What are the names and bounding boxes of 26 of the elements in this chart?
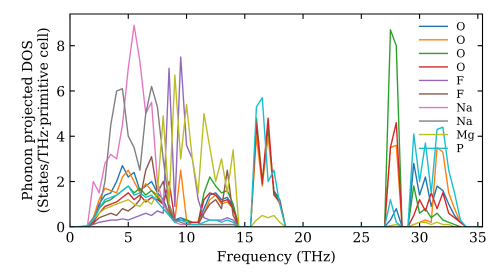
line-series	[86, 156, 240, 227]
x-tick-label: 30	[412, 232, 428, 242]
y-axis-title: Phonon projected DOS (States/THz·primitive cell)	[22, 28, 51, 212]
legend-label: Na	[456, 116, 472, 126]
x-tick-label: 20	[295, 232, 311, 242]
x-tick-label: 10	[179, 232, 194, 242]
x-tick-label: 25	[353, 232, 370, 242]
legend-label: Mg	[456, 130, 474, 141]
x-tick-label: 0	[66, 232, 74, 242]
legend-label: F	[456, 76, 464, 84]
legend-label: P	[456, 144, 464, 152]
x-axis-title: Frequency (THz)	[217, 250, 335, 264]
x-tick-label: 15	[238, 232, 253, 242]
x-tick-label: 35	[470, 232, 486, 242]
legend-label: Na	[456, 103, 472, 112]
legend-label: O	[456, 49, 465, 58]
legend-label: O	[456, 36, 465, 44]
y-tick-label: 0	[57, 222, 64, 232]
legend-label: O	[456, 22, 465, 30]
legend-label: F	[456, 90, 464, 98]
y-tick-label: 8	[57, 40, 64, 52]
x-tick-label: 5	[125, 232, 132, 242]
y-tick-label: 6	[57, 86, 64, 96]
legend-label: O	[456, 62, 465, 71]
y-tick-label: 2	[57, 176, 64, 187]
y-tick-label: 4	[56, 131, 64, 142]
